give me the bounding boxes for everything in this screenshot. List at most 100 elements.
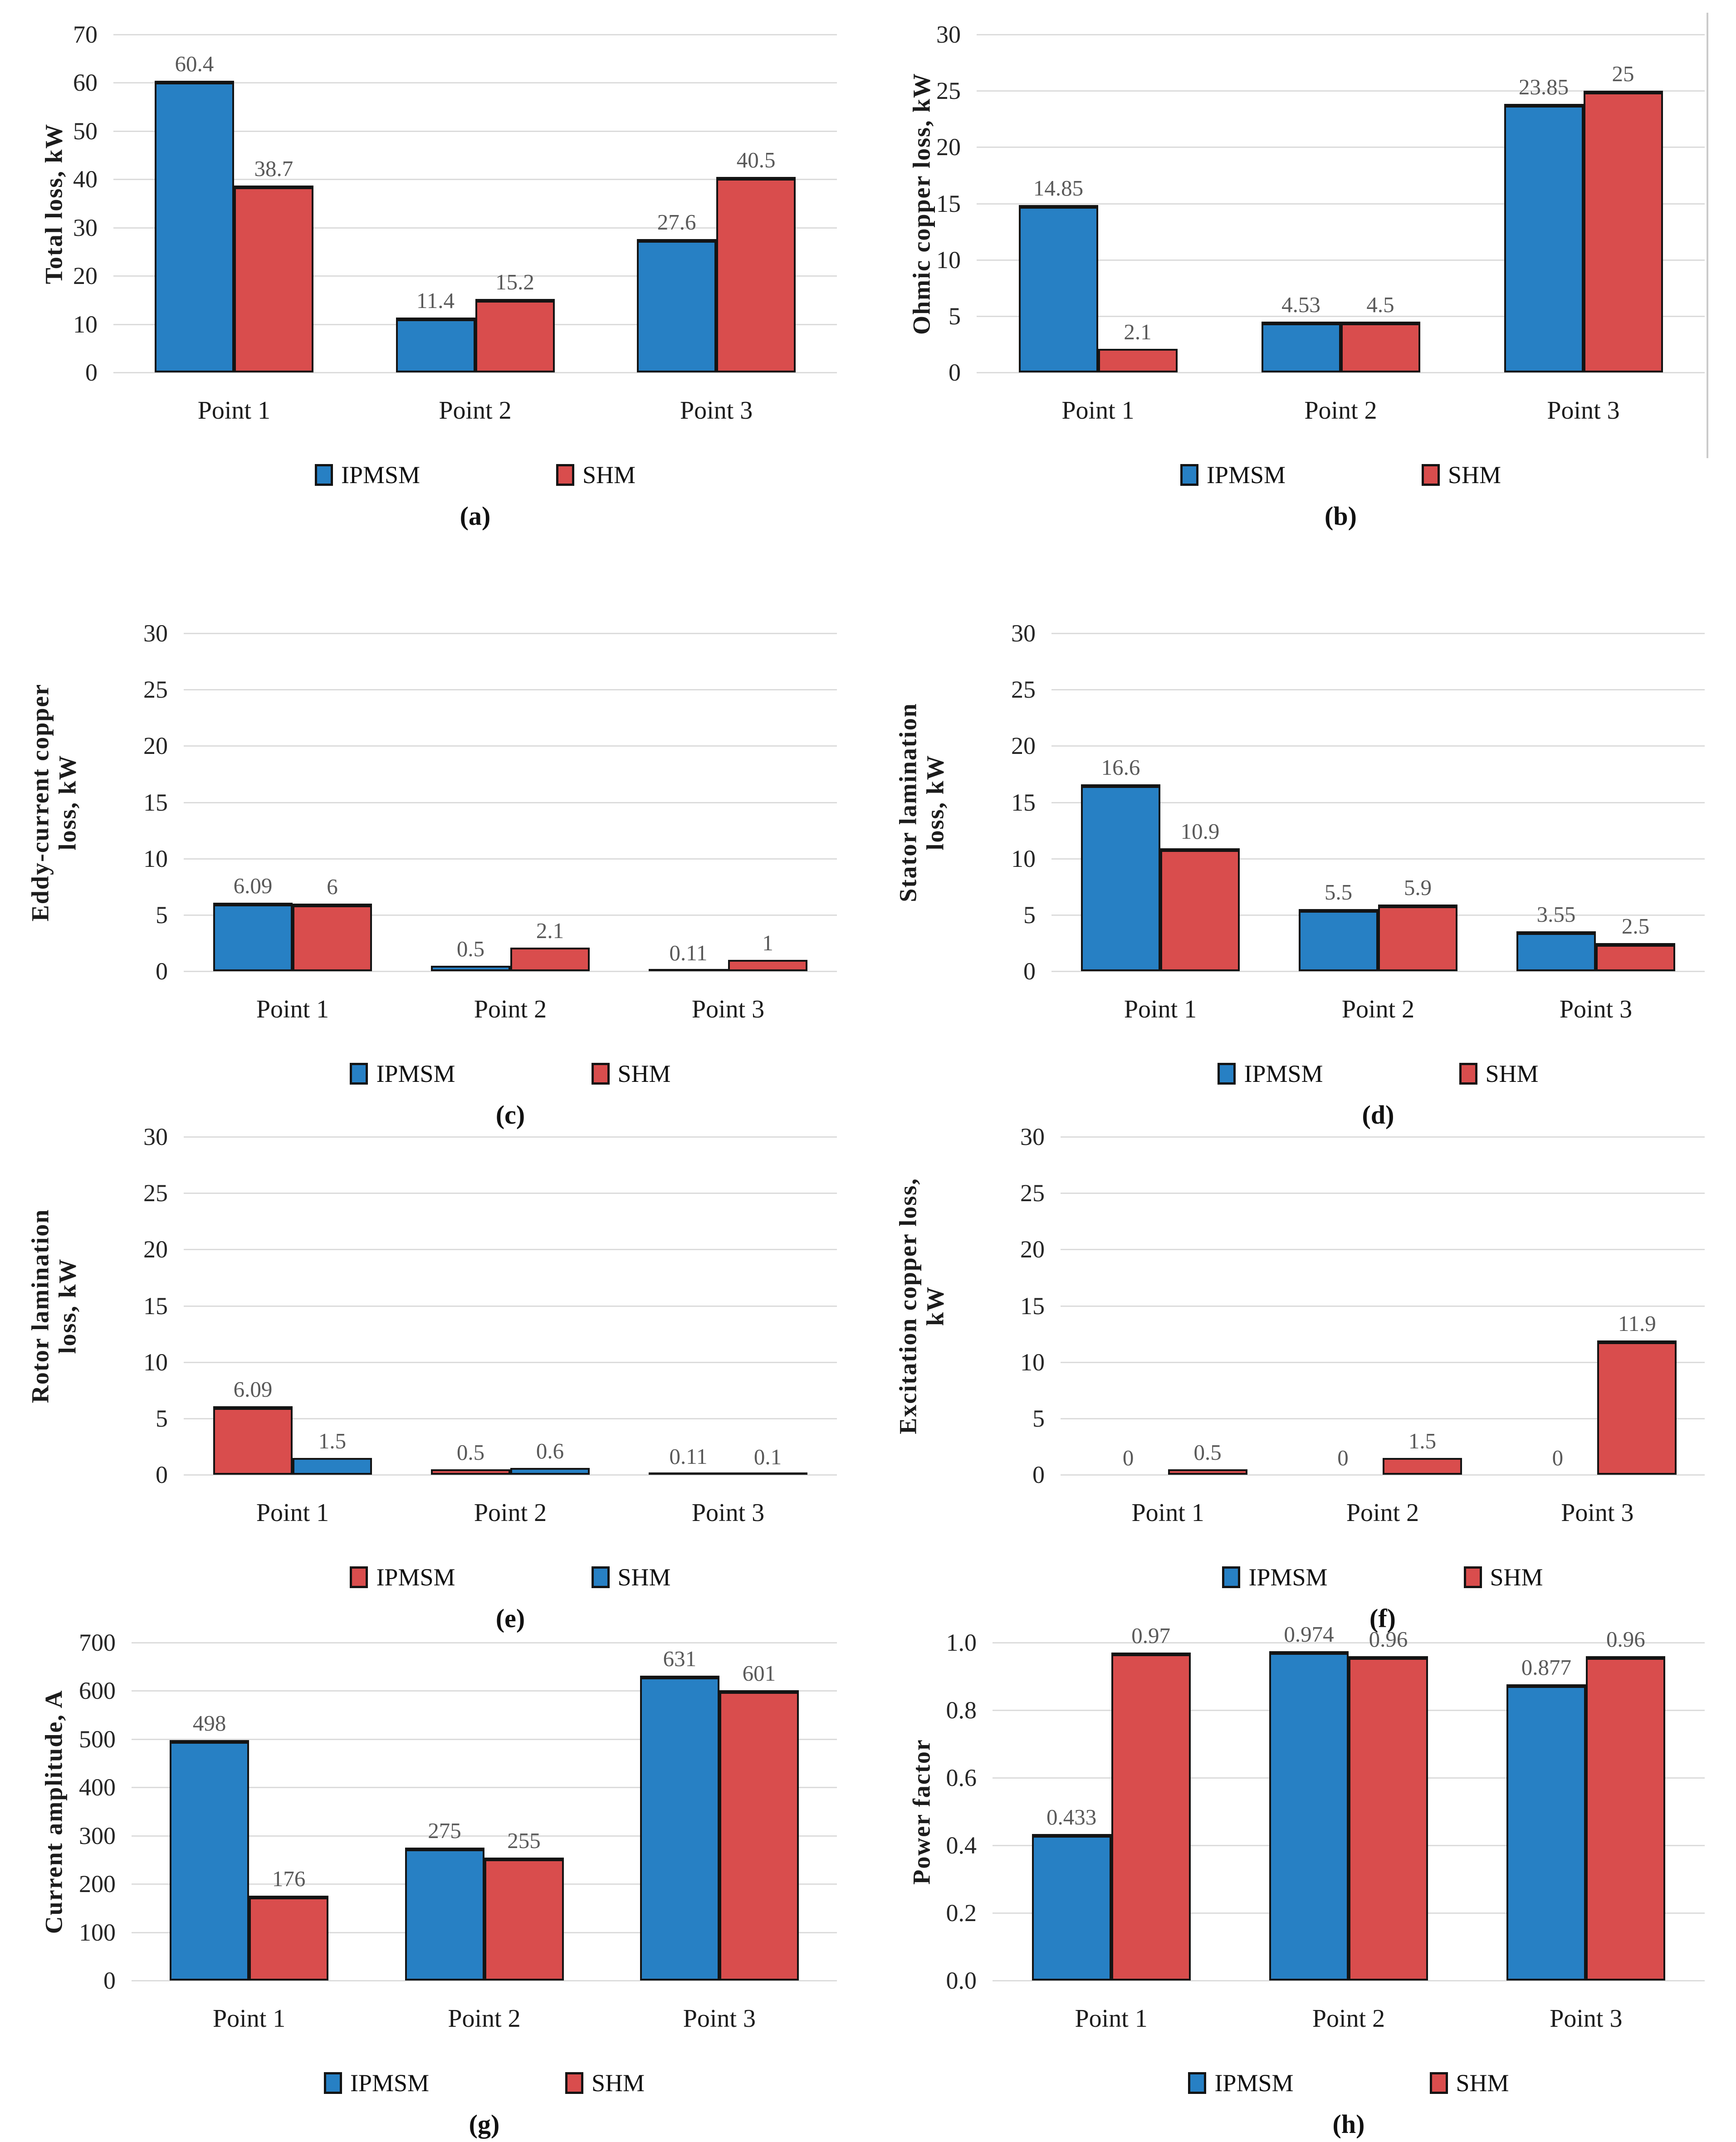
y-tick-label: 25 <box>936 77 961 105</box>
gridline <box>1061 1361 1705 1363</box>
y-axis-title: Power factor <box>869 1643 973 1981</box>
category-label: Point 1 <box>213 2005 286 2033</box>
value-label: 14.85 <box>1033 176 1084 201</box>
legend-item: SHM <box>1422 461 1501 489</box>
value-label: 0.6 <box>536 1438 564 1464</box>
y-tick-label: 0 <box>156 958 168 985</box>
y-tick-label: 0.8 <box>946 1697 977 1724</box>
gridline <box>132 1738 837 1740</box>
bar-ipmsm-point-1 <box>1032 1834 1111 1981</box>
legend-swatch-shm <box>591 1566 610 1588</box>
y-axis-title-line: loss, kW <box>54 754 81 851</box>
bar-shm-point-3 <box>1596 943 1675 971</box>
y-tick-label: 10 <box>1011 845 1036 872</box>
legend-item: SHM <box>565 2069 645 2097</box>
gridline <box>184 802 837 803</box>
category-label: Point 3 <box>1547 396 1620 425</box>
legend-item: SHM <box>591 1563 671 1591</box>
chart-panel-g: Current amplitude, A 700 600 500 400 300 200 10… <box>0 1608 868 2142</box>
category-label: Point 2 <box>1346 1499 1419 1527</box>
bar-shm-point-3 <box>728 1472 807 1475</box>
bar-ipmsm-point-2 <box>396 317 475 372</box>
value-label: 5.5 <box>1324 880 1353 905</box>
category-label: Point 1 <box>256 995 329 1023</box>
bar-shm-point-2 <box>1340 322 1420 372</box>
y-tick-label: 100 <box>79 1918 116 1946</box>
value-label: 15.2 <box>495 269 534 295</box>
bar-ipmsm-point-3 <box>637 239 717 372</box>
bar-ipmsm-point-3 <box>1516 931 1596 971</box>
y-tick-label: 5 <box>156 1404 168 1432</box>
category-label: Point 2 <box>448 2005 521 2033</box>
legend-item: IPMSM <box>1222 1563 1328 1591</box>
value-label: 0.877 <box>1521 1654 1571 1680</box>
y-tick-label: 400 <box>79 1774 116 1801</box>
chart-panel-b: Ohmic copper loss, kW 30 25 20 15 10 5 0 Point 1… <box>868 0 1736 535</box>
bar-shm-point-2 <box>510 1468 590 1475</box>
category-label: Point 3 <box>680 396 753 425</box>
y-tick-label: 300 <box>79 1822 116 1849</box>
legend-item: IPMSM <box>1188 2069 1294 2097</box>
y-tick-label: 10 <box>143 1348 168 1376</box>
category-label: Point 2 <box>474 995 547 1023</box>
bar-shm-point-2 <box>1378 905 1457 971</box>
bar-shm-point-1 <box>1111 1653 1191 1981</box>
value-label: 11.9 <box>1618 1311 1656 1336</box>
y-axis-title-line: loss, kW <box>54 1257 81 1354</box>
bar-ipmsm-point-3 <box>1506 1684 1586 1981</box>
y-axis-title-line: Excitation copper loss, <box>894 1177 921 1434</box>
value-label: 6 <box>327 874 338 899</box>
y-tick-label: 0 <box>949 359 961 386</box>
gridline <box>1061 1249 1705 1251</box>
value-label: 498 <box>192 1710 226 1736</box>
category-label: Point 3 <box>1559 995 1633 1023</box>
category-label: Point 1 <box>256 1499 329 1527</box>
gridline <box>113 372 837 373</box>
category-label: Point 3 <box>691 995 765 1023</box>
value-label: 2.1 <box>536 918 564 943</box>
value-label: 6.09 <box>233 873 273 898</box>
legend-swatch-ipmsm <box>1180 464 1198 486</box>
y-tick-label: 20 <box>143 1236 168 1263</box>
legend-swatch-shm <box>591 1063 610 1085</box>
bar-shm-point-2 <box>1383 1457 1462 1475</box>
legend-swatch-shm <box>1422 464 1440 486</box>
legend-label: SHM <box>1485 1060 1539 1087</box>
legend-item: IPMSM <box>350 1563 455 1591</box>
y-tick-label: 10 <box>1020 1348 1045 1376</box>
gridline <box>1051 971 1705 972</box>
value-label: 0.11 <box>669 940 708 966</box>
page-border-artifact <box>1707 13 1708 458</box>
category-label: Point 1 <box>1075 2005 1148 2033</box>
y-tick-label: 0 <box>85 359 98 386</box>
value-label: 1.5 <box>1408 1428 1437 1453</box>
category-label: Point 1 <box>197 396 270 425</box>
legend-label: SHM <box>1490 1564 1543 1591</box>
value-label: 0.96 <box>1369 1626 1408 1652</box>
y-tick-label: 1.0 <box>946 1629 977 1656</box>
y-tick-label: 20 <box>936 133 961 161</box>
category-label: Point 2 <box>1304 396 1377 425</box>
bar-ipmsm-point-3 <box>649 1472 728 1475</box>
legend: IPMSM SHM <box>184 1561 837 1593</box>
legend-label: SHM <box>1456 2069 1509 2097</box>
bar-ipmsm-point-1 <box>154 81 234 372</box>
bar-shm-point-2 <box>475 299 555 372</box>
value-label: 0.5 <box>1193 1439 1222 1465</box>
legend-swatch-shm <box>556 464 575 486</box>
category-label: Point 2 <box>439 396 512 425</box>
legend-label: SHM <box>592 2069 645 2097</box>
gridline <box>977 34 1705 35</box>
gridline <box>132 1642 837 1643</box>
legend-swatch-ipmsm <box>350 1063 368 1085</box>
gridline <box>184 858 837 860</box>
legend-item: IPMSM <box>350 1060 455 1088</box>
bar-shm-point-3 <box>1583 91 1663 372</box>
value-label: 1.5 <box>318 1428 347 1453</box>
y-tick-label: 200 <box>79 1870 116 1898</box>
category-label: Point 3 <box>683 2005 756 2033</box>
legend-label: IPMSM <box>376 1060 455 1087</box>
value-label: 255 <box>507 1828 541 1853</box>
gridline <box>1051 858 1705 860</box>
gridline <box>184 1249 837 1251</box>
